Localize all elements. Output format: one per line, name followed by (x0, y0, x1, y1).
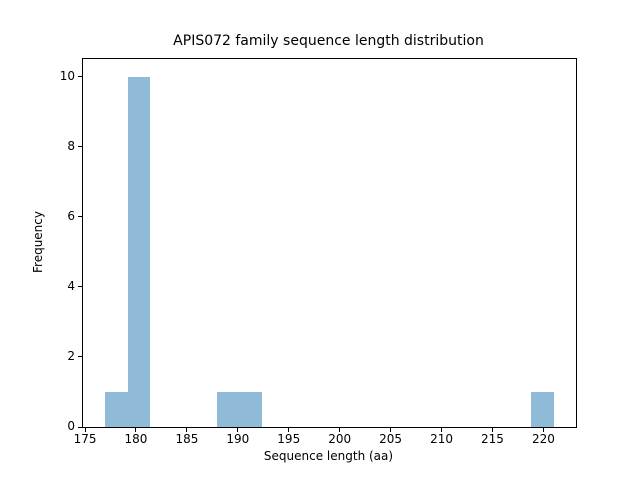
histogram-bar (105, 391, 128, 427)
x-tick-mark (135, 427, 137, 432)
x-tick-mark (237, 427, 239, 432)
x-tick-mark (84, 427, 86, 432)
x-tick-label: 175 (73, 432, 97, 446)
plot-area: 175 180 185 190 195 200 205 210 215 220 0 2 4 6 8 10 (60, 58, 577, 446)
y-tick-label: 2 (67, 348, 75, 363)
chart-title: APIS072 family sequence length distribut… (173, 33, 484, 49)
y-tick-mark (78, 216, 83, 218)
x-tick-label: 210 (430, 432, 453, 446)
histogram-bar (217, 391, 240, 427)
y-tick-mark (78, 286, 83, 288)
x-tick-mark (542, 427, 544, 432)
x-tick-mark (491, 427, 493, 432)
x-tick-label: 185 (175, 432, 199, 446)
x-tick-mark (186, 427, 188, 432)
y-tick-mark (78, 146, 83, 148)
y-tick-label: 0 (67, 419, 75, 433)
x-tick-label: 195 (277, 432, 301, 446)
x-tick-mark (339, 427, 341, 432)
x-axis-label: Sequence length (aa) (263, 449, 394, 463)
y-tick-mark (78, 356, 83, 358)
x-tick-mark (390, 427, 392, 432)
y-tick-label: 4 (67, 278, 75, 293)
y-tick-mark (78, 426, 83, 428)
histogram-bar (239, 391, 263, 427)
x-tick-label: 215 (481, 432, 504, 446)
x-tick-label: 220 (531, 432, 555, 446)
y-tick-label: 6 (67, 208, 75, 223)
histogram-bar (531, 391, 554, 427)
y-tick-label: 10 (59, 68, 75, 83)
x-tick-label: 200 (328, 432, 352, 446)
x-tick-label: 180 (124, 432, 148, 446)
y-tick-mark (78, 76, 83, 78)
histogram-bar (127, 76, 151, 427)
x-tick-label: 190 (226, 432, 250, 446)
x-tick-label: 205 (379, 432, 403, 446)
y-tick-label: 8 (67, 138, 75, 153)
x-tick-mark (288, 427, 290, 432)
x-tick-mark (441, 427, 443, 432)
